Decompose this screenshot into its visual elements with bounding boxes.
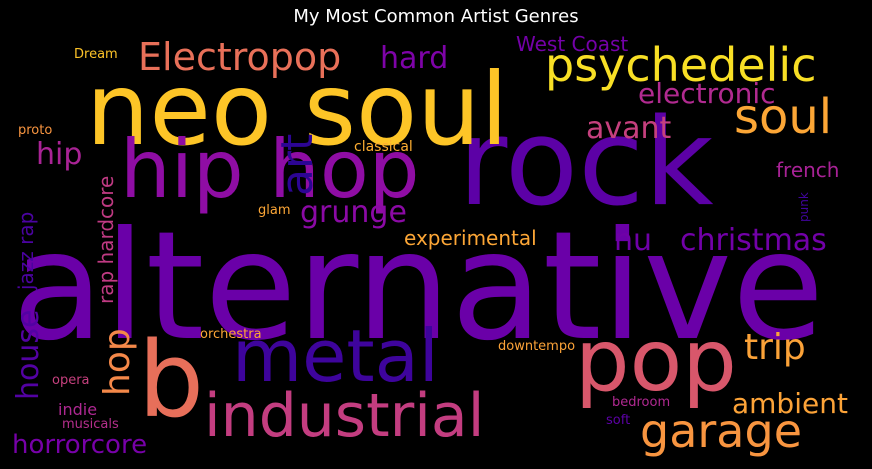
word-ambient: ambient <box>732 387 848 420</box>
word-indie: indie <box>58 400 98 419</box>
word-nu: nu <box>614 223 653 258</box>
word-glam: glam <box>258 203 291 218</box>
word-classical: classical <box>354 139 413 155</box>
word-experimental: experimental <box>404 226 537 250</box>
word-b: b <box>138 319 205 441</box>
word-garage: garage <box>640 404 802 458</box>
word-pop: pop <box>575 311 737 411</box>
word-punk: punk <box>797 192 811 222</box>
word-alternative: alternative <box>12 200 825 374</box>
word-electropop: Electropop <box>138 35 342 79</box>
word-art: art <box>272 133 323 196</box>
word-jazz-rap: jazz rap <box>14 211 38 290</box>
word-trip: trip <box>744 327 806 368</box>
word-dream: Dream <box>74 47 118 62</box>
word-avant: avant <box>586 111 672 146</box>
word-musicals: musicals <box>62 417 119 432</box>
word-industrial: industrial <box>204 381 485 451</box>
word-hop: hop <box>97 328 138 396</box>
word-soul: soul <box>734 89 833 145</box>
word-orchestra: orchestra <box>200 327 262 342</box>
word-opera: opera <box>52 373 90 388</box>
word-psychedelic: psychedelic <box>545 38 817 92</box>
word-downtempo: downtempo <box>498 339 576 354</box>
word-christmas: christmas <box>680 223 827 258</box>
word-french: french <box>776 158 840 182</box>
word-west-coast: West Coast <box>516 32 629 56</box>
word-grunge: grunge <box>300 195 407 230</box>
word-hard: hard <box>380 41 449 76</box>
word-proto: proto <box>18 123 53 138</box>
word-soft: soft <box>606 413 631 428</box>
word-rock: rock <box>458 94 714 233</box>
word-hip: hip <box>36 137 83 172</box>
word-bedroom: bedroom <box>612 395 671 410</box>
word-electronic: electronic <box>638 77 776 110</box>
word-hip-hop: hip hop <box>120 123 420 216</box>
word-house: house <box>11 309 46 400</box>
wordcloud-title: My Most Common Artist Genres <box>293 6 579 27</box>
word-horrorcore: horrorcore <box>12 430 148 460</box>
word-metal: metal <box>232 314 439 398</box>
word-rap-hardcore: rap hardcore <box>94 175 118 304</box>
word-neo-soul: neo soul <box>86 51 509 168</box>
